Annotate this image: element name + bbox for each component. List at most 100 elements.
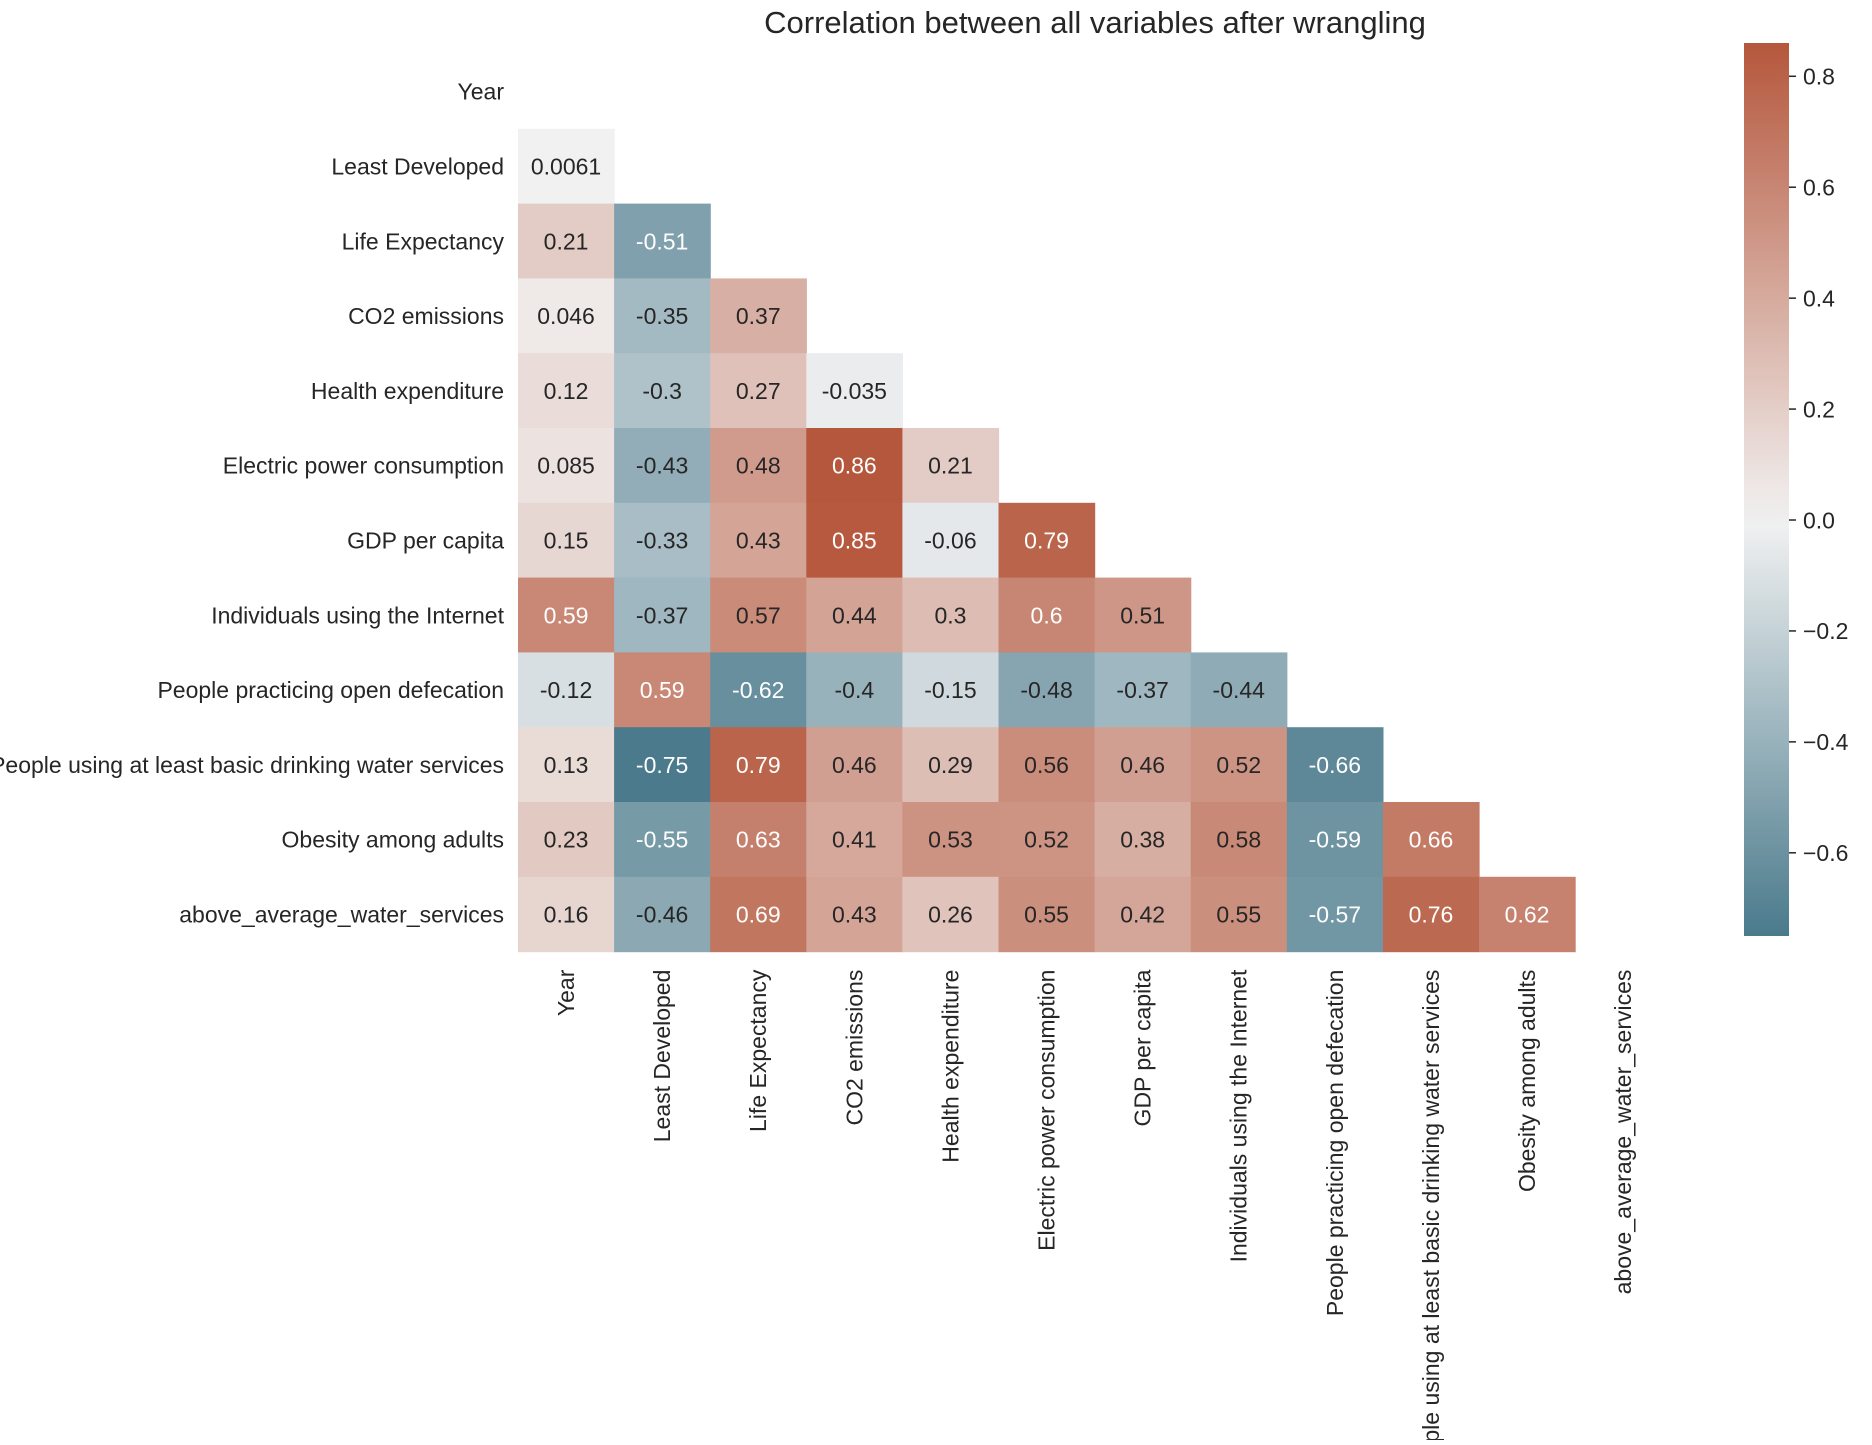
heatmap-cell [614,278,711,354]
heatmap-cell [518,278,615,354]
cell-value-label: -0.33 [636,527,688,553]
cell-value-label: 0.63 [736,827,781,853]
cell-value-label: 0.27 [736,378,781,404]
heatmap-cell [518,428,615,504]
heatmap-cell [1094,652,1192,728]
cell-value-label: -0.12 [540,677,592,703]
heatmap-cell [1190,802,1288,878]
colorbar-tick-label: 0.4 [1803,285,1835,311]
heatmap-cell [1094,727,1192,803]
colorbar-gradient [1744,43,1789,936]
cell-value-label: -0.43 [636,453,688,479]
colorbar-tick-label: −0.4 [1803,729,1849,755]
cell-value-label: 0.55 [1216,901,1261,927]
y-tick-label-gdp-per-capita: GDP per capita [347,527,504,553]
cell-value-label: 0.41 [832,827,877,853]
chart-title: Correlation between all variables after … [764,5,1426,40]
cell-value-label: 0.66 [1409,827,1454,853]
y-tick-label-individuals-using-the-internet: Individuals using the Internet [211,602,504,628]
heatmap-cell [1286,727,1384,803]
heatmap-cell [710,428,807,504]
heatmap-cell [998,727,1096,803]
cell-value-label: -0.06 [924,527,976,553]
heatmap-cell [806,577,903,653]
heatmap-cell [518,652,615,728]
heatmap-cell [902,802,1000,878]
heatmap-cell [1094,802,1192,878]
cell-value-label: 0.85 [832,527,877,553]
heatmap-cell [710,802,807,878]
cell-value-label: 0.16 [544,901,589,927]
heatmap-cell [614,727,711,803]
cell-value-label: 0.62 [1505,901,1550,927]
cell-value-label: 0.59 [640,677,685,703]
cell-value-label: 0.51 [1120,602,1165,628]
heatmap-cell [614,428,711,504]
cell-value-label: 0.046 [537,303,595,329]
heatmap-cell [710,876,807,953]
heatmap-cell [518,502,615,579]
y-tick-label-health-expenditure: Health expenditure [311,378,504,404]
cell-value-label: -0.15 [924,677,976,703]
cell-value-label: 0.21 [928,453,973,479]
cell-value-label: 0.26 [928,901,973,927]
cell-value-label: 0.13 [544,752,589,778]
heatmap-cell [1286,802,1384,878]
heatmap-cell [710,577,807,653]
cell-value-label: -0.59 [1309,827,1361,853]
colorbar-tick-label: −0.2 [1803,618,1848,644]
heatmap-cell [614,876,711,953]
x-tick-label-co2-emissions: CO2 emissions [841,970,867,1126]
cell-value-label: -0.62 [732,677,784,703]
y-tick-label-people-practicing-open-defecation: People practicing open defecation [157,677,504,703]
cell-value-label: 0.37 [736,303,781,329]
x-tick-label-year: Year [553,969,579,1016]
heatmap-cell [998,802,1096,878]
cell-value-label: 0.42 [1120,901,1165,927]
y-tick-label-people-using-at-least-basic-drinking-water-services: People using at least basic drinking wat… [0,752,504,778]
heatmap-cell [710,652,807,728]
heatmap-cell [806,502,903,579]
cell-value-label: -0.66 [1309,752,1361,778]
cell-value-label: 0.52 [1024,827,1069,853]
cell-value-label: 0.57 [736,602,781,628]
colorbar: −0.6 −0.4 −0.2 0.0 0.2 0.4 0.6 0.8 [1744,43,1849,936]
heatmap-cell [998,577,1096,653]
heatmap-cell [518,876,615,953]
cell-value-label: -0.48 [1020,677,1072,703]
heatmap-cell [1094,876,1192,953]
cell-value-label: 0.29 [928,752,973,778]
cell-value-label: -0.46 [636,901,688,927]
heatmap-cell [806,652,903,728]
x-tick-label-least-developed: Least Developed [649,970,675,1143]
cell-value-label: 0.59 [544,602,589,628]
heatmap-cell [902,727,1000,803]
x-tick-label-health-expenditure: Health expenditure [937,970,963,1163]
heatmap-cell [518,203,615,279]
x-tick-label-above-average-water-services: above_average_water_services [1610,970,1636,1295]
heatmap-cell [1190,876,1288,953]
heatmap-cell [998,652,1096,728]
heatmap-cell [614,652,711,728]
cell-value-label: -0.37 [1116,677,1168,703]
x-tick-label-life-expectancy: Life Expectancy [745,969,771,1132]
cell-value-label: 0.48 [736,453,781,479]
cell-value-label: -0.44 [1213,677,1266,703]
cell-value-label: 0.43 [736,527,781,553]
y-tick-label-obesity-among-adults: Obesity among adults [282,827,504,853]
cell-value-label: 0.21 [544,228,589,254]
cell-value-label: -0.3 [642,378,682,404]
heatmap-cell [614,577,711,653]
heatmap-cell [1190,652,1288,728]
heatmap-cell [1382,876,1480,953]
cell-value-label: -0.37 [636,602,688,628]
heatmap-cell [518,128,615,205]
heatmap-cell [710,353,807,429]
heatmap-cell [806,428,903,504]
y-tick-label-electric-power-consumption: Electric power consumption [223,453,504,479]
x-tick-label-electric-power-consumption: Electric power consumption [1034,970,1060,1251]
cell-value-label: 0.58 [1216,827,1261,853]
cell-value-label: 0.53 [928,827,973,853]
cell-value-label: 0.43 [832,901,877,927]
